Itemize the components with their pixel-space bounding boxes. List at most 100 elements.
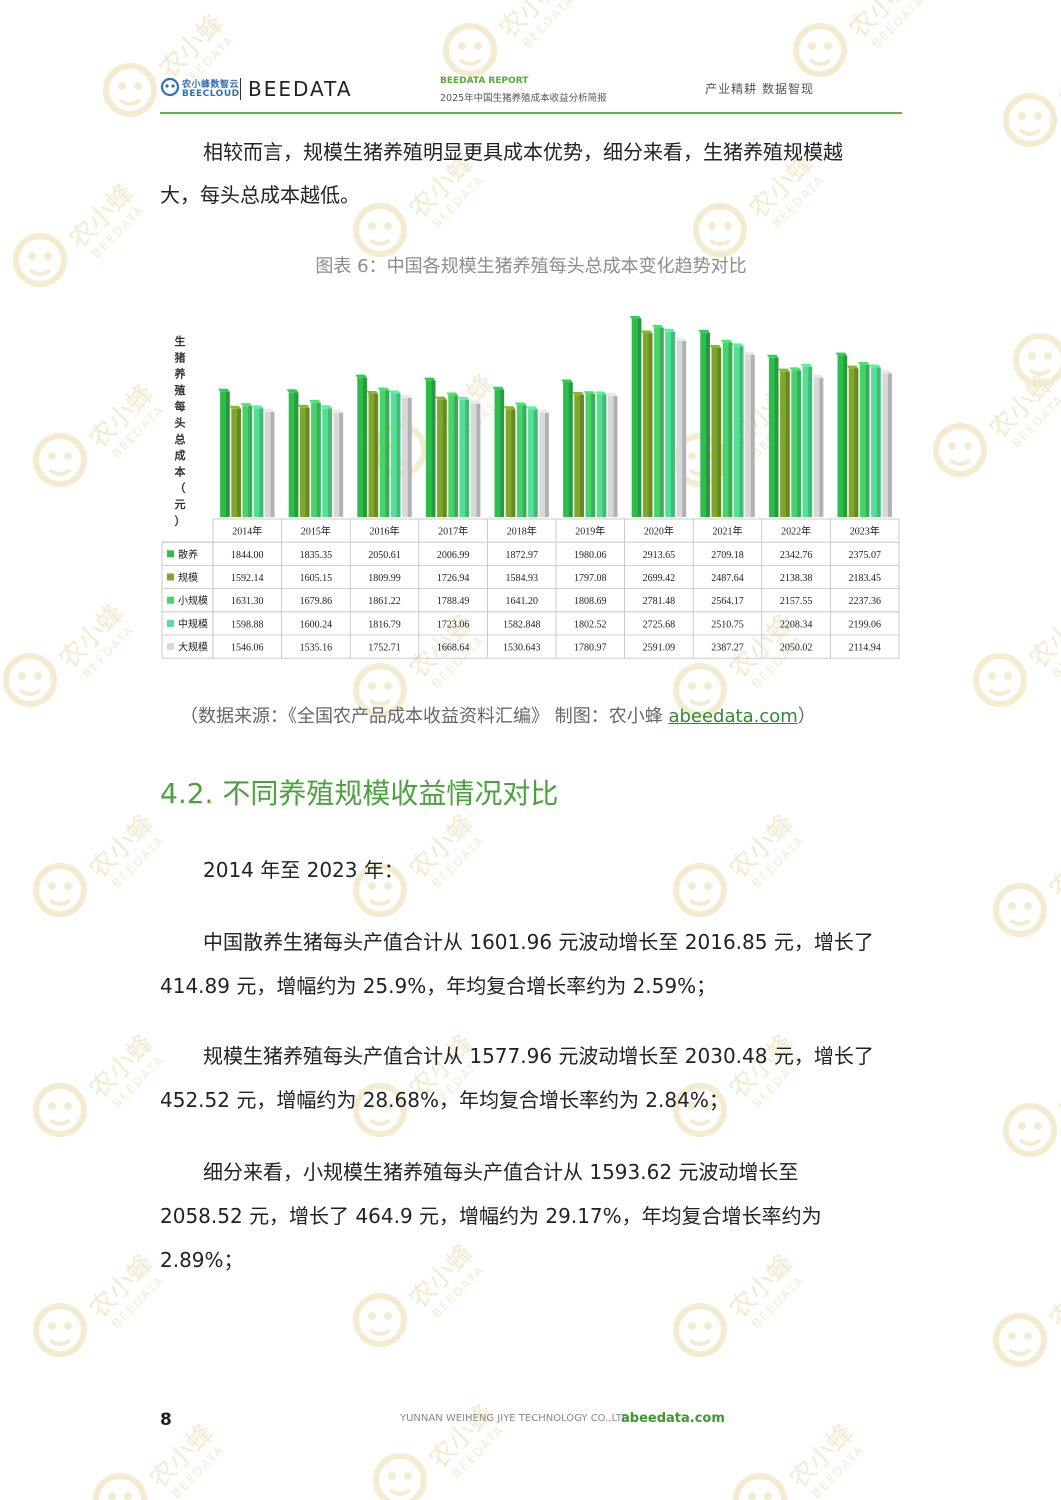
paragraph-sanyang-line-2: 414.89 元，增幅约为 25.9%，年均复合增长率约为 2.59%； xyxy=(160,974,717,998)
svg-text:BEEDATA: BEEDATA xyxy=(519,0,577,51)
tick-label-2015年: 2015年 xyxy=(301,525,331,538)
bar-2023年-大规模 xyxy=(880,370,892,517)
watermark-bee-icon xyxy=(996,886,1044,934)
svg-text:BEEDATA: BEEDATA xyxy=(809,1442,867,1500)
svg-text:BEEDATA: BEEDATA xyxy=(79,622,137,680)
bar-2019年-小规模 xyxy=(583,391,596,517)
intro-line-1: 相较而言，规模生猪养殖明显更具成本优势，细分来看，生猪养殖规模越 xyxy=(203,140,843,164)
watermark-bee-icon xyxy=(36,1086,84,1134)
watermark-bee-icon xyxy=(976,656,1024,704)
data-label-散养-2017年: 2006.99 xyxy=(437,550,470,561)
data-label-中规模-2016年: 1816.79 xyxy=(368,619,401,630)
bar-2022年-散养 xyxy=(766,354,779,517)
bar-2022年-中规模 xyxy=(800,363,813,517)
legend-swatch-规模 xyxy=(167,573,174,581)
data-label-中规模-2015年: 1600.24 xyxy=(300,619,333,630)
tick-label-2021年: 2021年 xyxy=(713,525,743,538)
svg-text:BEEDATA: BEEDATA xyxy=(869,0,927,51)
data-label-中规模-2023年: 2199.06 xyxy=(848,619,881,630)
bar-2015年-小规模 xyxy=(309,399,321,517)
tick-label-2023年: 2023年 xyxy=(850,525,880,538)
bar-2015年-规模 xyxy=(297,404,310,517)
legend-label-大规模: 大规模 xyxy=(178,641,208,654)
tick-label-2022年: 2022年 xyxy=(781,525,811,538)
legend-swatch-散养 xyxy=(167,550,174,558)
watermark-bee-icon xyxy=(36,1306,84,1354)
svg-text:农小蜂: 农小蜂 xyxy=(1024,599,1061,675)
bar-2017年-大规模 xyxy=(468,400,481,517)
section-title: 4.2. 不同养殖规模收益情况对比 xyxy=(160,777,559,810)
data-label-大规模-2015年: 1535.16 xyxy=(300,643,333,654)
data-label-小规模-2018年: 1641.20 xyxy=(505,596,538,607)
data-label-大规模-2016年: 1752.71 xyxy=(368,643,401,654)
svg-text:农小蜂: 农小蜂 xyxy=(84,379,160,455)
figure-source: （数据来源：《全国农产品成本收益资料汇编》 制图：农小蜂 abeedata.co… xyxy=(180,702,816,728)
data-label-中规模-2020年: 2725.68 xyxy=(643,619,676,630)
bar-2014年-小规模 xyxy=(240,403,253,517)
intro-line-2: 大，每头总成本越低。 xyxy=(160,183,360,207)
svg-text:农小蜂: 农小蜂 xyxy=(784,1419,860,1495)
data-label-中规模-2018年: 1582.848 xyxy=(503,619,541,630)
data-label-散养-2022年: 2342.76 xyxy=(780,550,813,561)
paragraph-small-line-1: 细分来看，小规模生猪养殖每头产值合计从 1593.62 元波动增长至 xyxy=(203,1160,799,1184)
bar-2014年-规模 xyxy=(229,405,241,517)
watermark-bee-icon xyxy=(96,1476,144,1500)
svg-text:农小蜂: 农小蜂 xyxy=(64,179,140,255)
data-label-小规模-2022年: 2157.55 xyxy=(780,596,813,607)
data-label-散养-2019年: 1980.06 xyxy=(574,550,607,561)
logo-separator xyxy=(240,78,241,100)
bar-2018年-小规模 xyxy=(514,402,527,517)
paragraph-sanyang-line-1: 中国散养生猪每头产值合计从 1601.96 元波动增长至 2016.85 元，增… xyxy=(203,930,874,954)
bar-2016年-规模 xyxy=(366,391,379,517)
bar-2014年-大规模 xyxy=(262,408,275,517)
data-label-中规模-2017年: 1723.06 xyxy=(437,619,470,630)
svg-text:农小蜂: 农小蜂 xyxy=(84,809,160,885)
bar-2018年-规模 xyxy=(503,406,516,517)
page-number: 8 xyxy=(160,1410,172,1430)
bar-2019年-规模 xyxy=(572,391,584,517)
bar-2022年-大规模 xyxy=(811,374,824,517)
svg-text:农小蜂: 农小蜂 xyxy=(54,599,130,675)
data-label-规模-2022年: 2138.38 xyxy=(780,573,813,584)
y-axis-label: 生猪养殖每头总成本（元） xyxy=(174,334,187,527)
watermark-bee-icon xyxy=(736,1476,784,1500)
bar-2022年-规模 xyxy=(778,368,790,517)
bar-2020年-大规模 xyxy=(674,337,687,517)
bar-2017年-规模 xyxy=(435,396,447,517)
watermark-bee-icon xyxy=(446,26,494,74)
data-label-中规模-2014年: 1598.88 xyxy=(231,619,263,630)
svg-text:农小蜂: 农小蜂 xyxy=(494,0,570,45)
data-label-小规模-2015年: 1679.86 xyxy=(300,596,333,607)
bar-2021年-小规模 xyxy=(720,339,733,517)
paragraph-small-line-3: 2.89%； xyxy=(160,1248,244,1272)
data-label-规模-2016年: 1809.99 xyxy=(368,573,401,584)
data-label-大规模-2021年: 2387.27 xyxy=(711,643,744,654)
svg-text:农小蜂: 农小蜂 xyxy=(984,369,1060,445)
paragraph-guimo-line-1: 规模生猪养殖每头产值合计从 1577.96 元波动增长至 2030.48 元，增… xyxy=(203,1044,874,1068)
bar-2021年-中规模 xyxy=(731,343,744,517)
paragraph-period: 2014 年至 2023 年： xyxy=(203,858,404,882)
svg-text:BEEDATA: BEEDATA xyxy=(109,402,167,460)
footer-company: YUNNAN WEIHENG JIYE TECHNOLOGY CO.,LTD. xyxy=(400,1413,633,1424)
tick-label-2014年: 2014年 xyxy=(232,525,262,538)
footer-link[interactable]: abeedata.com xyxy=(621,1411,725,1426)
bar-2014年-中规模 xyxy=(251,405,264,517)
data-label-规模-2018年: 1584.93 xyxy=(505,573,538,584)
watermark-bee-icon xyxy=(1016,336,1061,384)
bar-2023年-规模 xyxy=(846,365,859,517)
source-link[interactable]: abeedata.com xyxy=(668,706,798,727)
svg-text:农小蜂: 农小蜂 xyxy=(144,1419,220,1495)
bar-2019年-大规模 xyxy=(605,392,618,517)
data-label-散养-2015年: 1835.35 xyxy=(300,550,333,561)
watermark-bee-icon xyxy=(16,236,64,284)
